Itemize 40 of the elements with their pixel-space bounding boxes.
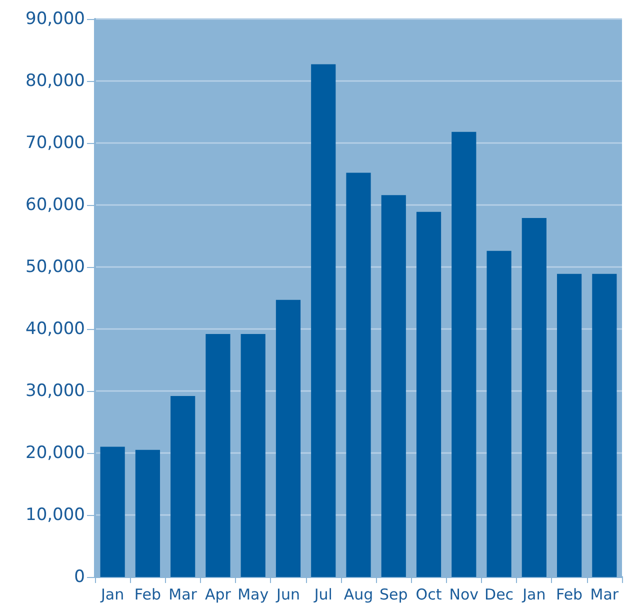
bar	[486, 250, 512, 577]
y-tick-label: 40,000	[26, 319, 85, 339]
x-tick-label: Feb	[134, 586, 161, 604]
y-tick-label: 10,000	[26, 505, 85, 525]
x-tick-label: Sep	[379, 586, 408, 604]
bar	[452, 132, 476, 577]
bar	[170, 396, 196, 577]
y-tick-label: 30,000	[26, 381, 85, 401]
x-tick-label: Apr	[204, 586, 232, 604]
x-tick-label: Mar	[590, 586, 620, 604]
bar	[381, 195, 406, 577]
y-tick-label: 70,000	[26, 133, 85, 153]
bar	[522, 218, 546, 577]
y-tick-label: 50,000	[26, 257, 85, 277]
bar	[557, 274, 582, 577]
y-tick-label: 0	[74, 567, 85, 587]
x-tick-label: Dec	[484, 586, 514, 604]
y-tick-label: 90,000	[26, 9, 85, 29]
x-tick-label: May	[238, 586, 269, 604]
x-tick-label: Jul	[313, 586, 332, 604]
x-tick-label: Aug	[344, 586, 374, 604]
bar	[100, 446, 125, 577]
bar	[592, 274, 617, 577]
x-tick-label: Jan	[522, 586, 546, 604]
x-tick-label: Oct	[416, 586, 442, 604]
bar	[276, 300, 301, 577]
bar	[416, 212, 442, 577]
bar	[240, 334, 266, 577]
bar	[311, 64, 336, 577]
x-tick-label: Jan	[100, 586, 124, 604]
y-tick-label: 20,000	[26, 443, 85, 463]
bar	[206, 334, 230, 577]
y-tick-label: 80,000	[26, 71, 85, 91]
bar	[135, 450, 160, 577]
x-tick-label: Mar	[168, 586, 198, 604]
x-tick-label: Feb	[556, 586, 583, 604]
y-tick-label: 60,000	[26, 195, 85, 215]
x-tick-label: Jun	[276, 586, 300, 604]
bar	[346, 172, 371, 577]
x-tick-label: Nov	[449, 586, 479, 604]
